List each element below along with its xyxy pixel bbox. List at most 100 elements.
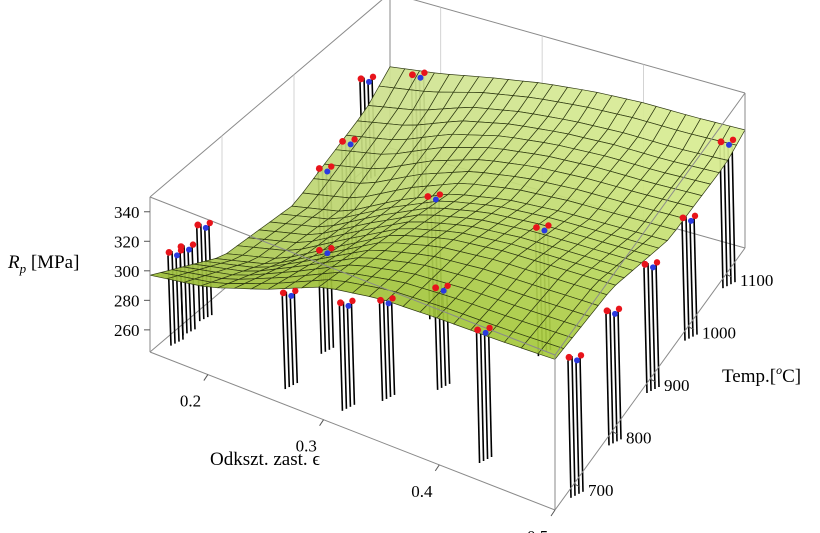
measured-point bbox=[545, 222, 552, 229]
measured-point bbox=[432, 284, 440, 292]
measurement-stem bbox=[346, 306, 352, 407]
fitted-point bbox=[324, 168, 331, 175]
fitted-point bbox=[432, 196, 439, 203]
measured-point bbox=[729, 136, 737, 144]
measured-point bbox=[316, 246, 323, 254]
measured-point bbox=[328, 163, 335, 170]
measurement-stem bbox=[350, 301, 356, 405]
measured-point bbox=[339, 137, 346, 145]
measurement-stem bbox=[655, 263, 660, 388]
measured-point bbox=[717, 138, 725, 146]
measurement-stem bbox=[179, 249, 184, 336]
rp-tick-label: 300 bbox=[114, 262, 140, 281]
strain-tick-label: 0.4 bbox=[411, 482, 433, 501]
surface-patch bbox=[537, 342, 565, 360]
measurement-points bbox=[165, 69, 737, 364]
measured-point bbox=[328, 245, 335, 252]
measurement-stem bbox=[575, 360, 580, 494]
measurement-stem bbox=[342, 301, 348, 409]
measurement-stem bbox=[285, 291, 291, 388]
strain-tick-label: 0.3 bbox=[296, 437, 317, 456]
measured-point bbox=[691, 212, 699, 220]
measurement-stem bbox=[647, 263, 652, 392]
measurement-stem bbox=[390, 299, 396, 395]
measurement-stem bbox=[617, 309, 622, 440]
fitted-point bbox=[650, 264, 656, 271]
measured-point bbox=[377, 296, 384, 304]
measurement-stem bbox=[187, 249, 192, 332]
measurement-stem bbox=[167, 255, 172, 346]
rp-axis-ticks: 260 280 300 320 340 bbox=[114, 203, 150, 340]
temp-tick-label: 1100 bbox=[740, 271, 773, 290]
temp-tick-label: 700 bbox=[588, 481, 614, 500]
measurement-stem bbox=[605, 314, 610, 446]
strain-axis-label: Odkszt. zast. ϵ bbox=[210, 449, 320, 470]
measured-point bbox=[351, 136, 358, 143]
measurement-stem bbox=[681, 221, 686, 341]
measured-point bbox=[177, 243, 185, 250]
measured-point bbox=[206, 219, 213, 227]
fitted-point bbox=[482, 329, 489, 336]
measured-point bbox=[436, 191, 444, 198]
measured-point bbox=[421, 69, 428, 76]
fitted-point bbox=[440, 287, 447, 294]
rp-tick-label: 320 bbox=[114, 232, 140, 251]
box-edge bbox=[149, 0, 383, 198]
measurement-stem bbox=[338, 306, 344, 411]
temperature-axis-ticks: 700 800 900 1000 1100 bbox=[573, 271, 773, 500]
measurement-stem bbox=[487, 328, 493, 458]
fitted-point bbox=[574, 357, 580, 364]
measurement-stem bbox=[378, 303, 384, 401]
measured-point bbox=[409, 71, 416, 79]
box-edge bbox=[554, 92, 746, 356]
measured-point bbox=[337, 299, 344, 307]
measurement-stem bbox=[171, 251, 176, 344]
temp-tick-label: 900 bbox=[664, 376, 690, 395]
measurement-stem bbox=[731, 140, 736, 283]
temp-tick-mark bbox=[573, 483, 581, 488]
fitted-point bbox=[366, 78, 372, 85]
measurement-stem bbox=[382, 299, 388, 399]
measurement-stem bbox=[727, 145, 732, 285]
measured-point bbox=[189, 241, 197, 248]
temp-tick-mark bbox=[687, 326, 695, 331]
measured-point bbox=[194, 221, 202, 229]
rp-tick-label: 340 bbox=[114, 203, 140, 222]
measurement-stem bbox=[281, 296, 287, 390]
measured-point bbox=[349, 297, 356, 305]
measurement-stem bbox=[579, 356, 584, 492]
measured-point bbox=[679, 214, 687, 222]
measured-point bbox=[603, 307, 611, 315]
fitted-point bbox=[612, 310, 618, 317]
measurement-stem bbox=[685, 216, 690, 339]
box-edge bbox=[149, 351, 556, 511]
strain-tick-mark bbox=[550, 509, 556, 517]
fitted-point bbox=[186, 246, 192, 253]
measurement-stem bbox=[475, 333, 481, 464]
rp-axis-label: Rp [MPa] bbox=[7, 252, 79, 276]
measured-point bbox=[444, 282, 451, 289]
measurement-stem bbox=[191, 245, 196, 330]
fitted-point bbox=[726, 141, 732, 148]
measurement-stem bbox=[567, 360, 572, 498]
measured-point bbox=[615, 305, 623, 313]
response-surface bbox=[149, 66, 746, 360]
rp-tick-label: 260 bbox=[114, 321, 140, 340]
fitted-point bbox=[174, 252, 180, 259]
fitted-point bbox=[347, 141, 354, 148]
fitted-point bbox=[688, 217, 694, 224]
measured-point bbox=[369, 73, 377, 81]
measurement-stem bbox=[651, 267, 656, 390]
strain-tick-mark bbox=[203, 374, 209, 381]
measured-point bbox=[389, 295, 396, 302]
measured-point bbox=[292, 287, 299, 295]
strain-tick-mark bbox=[319, 419, 324, 426]
measured-point bbox=[653, 259, 661, 266]
fitted-point bbox=[417, 74, 424, 81]
fitted-point bbox=[202, 224, 209, 231]
temp-tick-mark bbox=[725, 273, 733, 278]
strain-tick-label: 0.2 bbox=[180, 392, 201, 411]
measurement-stem bbox=[183, 245, 188, 334]
measurement-stem bbox=[643, 267, 648, 394]
